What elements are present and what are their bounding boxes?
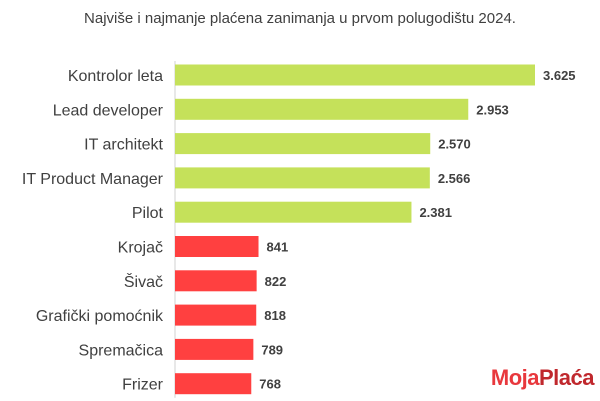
category-label: Frizer — [122, 377, 164, 394]
bar — [175, 98, 469, 120]
bar — [175, 64, 535, 86]
value-label: 2.953 — [476, 102, 509, 117]
value-label: 3.625 — [543, 68, 576, 83]
category-label: IT Product Manager — [22, 171, 164, 188]
category-label: Lead developer — [53, 102, 164, 119]
value-label: 2.381 — [419, 205, 452, 220]
category-label: Spremačica — [79, 342, 164, 359]
logo-part-b: Plaća — [539, 365, 595, 390]
bar — [175, 270, 257, 292]
value-label: 822 — [265, 274, 287, 289]
category-label: Krojač — [118, 240, 163, 257]
mojaplaca-logo: MojaPlaća — [490, 365, 595, 391]
value-label: 841 — [267, 240, 289, 255]
category-label: Pilot — [132, 205, 164, 222]
bar — [175, 338, 254, 360]
category-label: Grafički pomoćnik — [36, 308, 164, 325]
category-label: Kontrolor leta — [68, 68, 163, 85]
value-label: 2.570 — [438, 137, 471, 152]
value-label: 2.566 — [438, 171, 471, 186]
value-label: 768 — [259, 377, 281, 392]
bar — [175, 201, 412, 223]
value-label: 789 — [261, 342, 283, 357]
logo-part-a: Moja — [490, 365, 540, 390]
category-label: IT architekt — [84, 137, 163, 154]
category-label: Šivač — [124, 272, 163, 291]
bar — [175, 304, 257, 326]
bar — [175, 236, 259, 257]
bar — [175, 373, 252, 395]
value-label: 818 — [264, 308, 286, 323]
bar — [175, 167, 430, 189]
chart-title: Najviše i najmanje plaćena zanimanja u p… — [84, 10, 516, 27]
bar — [175, 133, 431, 155]
